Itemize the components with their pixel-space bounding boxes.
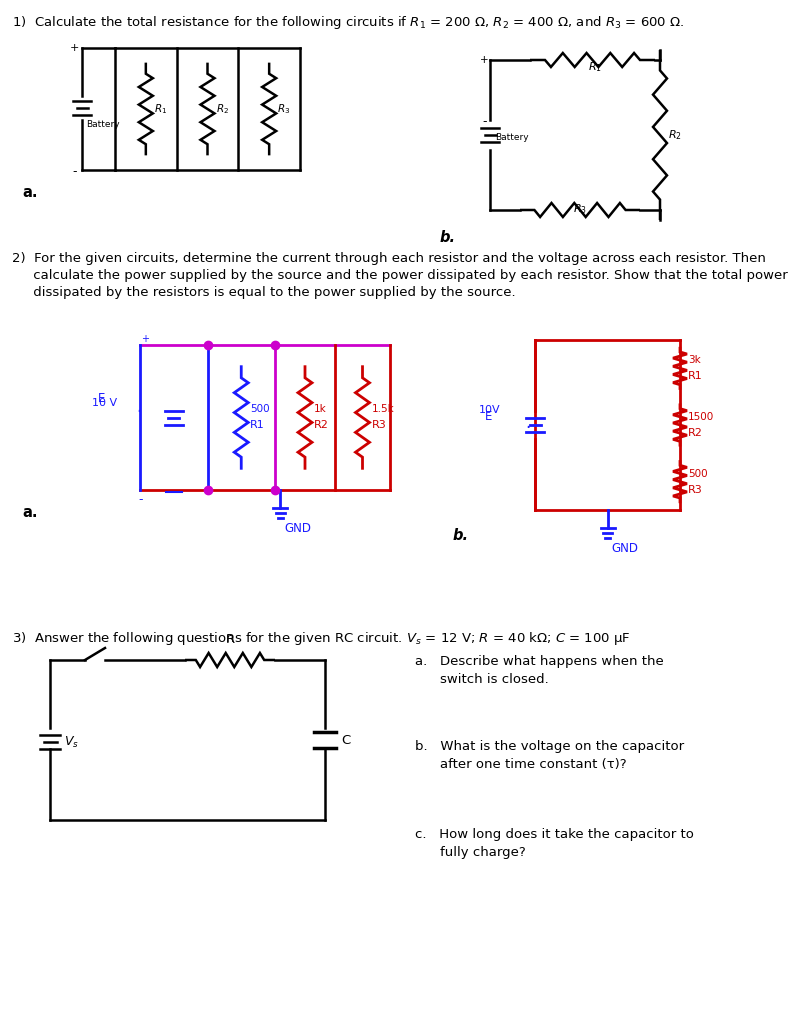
Text: switch is closed.: switch is closed. [440, 673, 549, 686]
Text: 500: 500 [250, 404, 270, 415]
Text: 1k: 1k [314, 404, 326, 415]
Text: R3: R3 [372, 421, 386, 430]
Text: b.   What is the voltage on the capacitor: b. What is the voltage on the capacitor [415, 740, 684, 753]
Text: $R_3$: $R_3$ [277, 102, 290, 116]
Text: -: - [482, 115, 487, 128]
Text: -: - [72, 165, 77, 178]
Text: R3: R3 [688, 484, 703, 495]
Text: +: + [480, 55, 488, 65]
Text: a.: a. [22, 185, 38, 200]
Text: $R_2$: $R_2$ [668, 128, 682, 142]
Text: 500: 500 [688, 469, 708, 478]
Text: GND: GND [284, 522, 311, 535]
Text: a.: a. [22, 505, 38, 520]
Text: $V_s$: $V_s$ [64, 734, 79, 750]
Text: dissipated by the resistors is equal to the power supplied by the source.: dissipated by the resistors is equal to … [12, 286, 516, 299]
Text: GND: GND [612, 542, 638, 555]
Text: E: E [485, 411, 492, 424]
Text: R1: R1 [688, 372, 703, 381]
Text: $R_2$: $R_2$ [215, 102, 229, 116]
Text: 1500: 1500 [688, 412, 714, 422]
Text: R: R [226, 633, 235, 646]
Text: 1.5k: 1.5k [372, 404, 394, 415]
Text: Battery: Battery [86, 120, 119, 129]
Text: a.   Describe what happens when the: a. Describe what happens when the [415, 655, 664, 668]
Text: after one time constant (τ)?: after one time constant (τ)? [440, 758, 626, 771]
Text: 1)  Calculate the total resistance for the following circuits if $R_1$ = 200 Ω, : 1) Calculate the total resistance for th… [12, 14, 684, 31]
Text: b.: b. [453, 528, 469, 543]
Text: 3k: 3k [688, 355, 700, 366]
Text: R1: R1 [250, 421, 265, 430]
Text: C: C [341, 733, 351, 746]
Text: 3)  Answer the following questions for the given RC circuit. $V_s$ = 12 V; $R$ =: 3) Answer the following questions for th… [12, 630, 630, 647]
Text: b.: b. [440, 230, 456, 245]
Text: c.   How long does it take the capacitor to: c. How long does it take the capacitor t… [415, 828, 694, 841]
Text: $R_1$: $R_1$ [588, 60, 602, 74]
Text: E: E [98, 392, 106, 406]
Text: fully charge?: fully charge? [440, 846, 526, 859]
Text: R2: R2 [314, 421, 329, 430]
Text: -: - [138, 493, 143, 506]
Text: calculate the power supplied by the source and the power dissipated by each resi: calculate the power supplied by the sour… [12, 269, 787, 282]
Text: +: + [141, 334, 149, 344]
Text: 10V: 10V [479, 406, 501, 415]
Text: +: + [70, 43, 79, 53]
Text: $R_1$: $R_1$ [154, 102, 167, 116]
Text: .: . [525, 414, 530, 432]
Text: 10 V: 10 V [92, 397, 117, 408]
Text: .: . [136, 398, 141, 417]
Text: Battery: Battery [495, 132, 529, 141]
Text: $R_3$: $R_3$ [573, 202, 587, 216]
Text: 2)  For the given circuits, determine the current through each resistor and the : 2) For the given circuits, determine the… [12, 252, 766, 265]
Text: R2: R2 [688, 428, 703, 438]
